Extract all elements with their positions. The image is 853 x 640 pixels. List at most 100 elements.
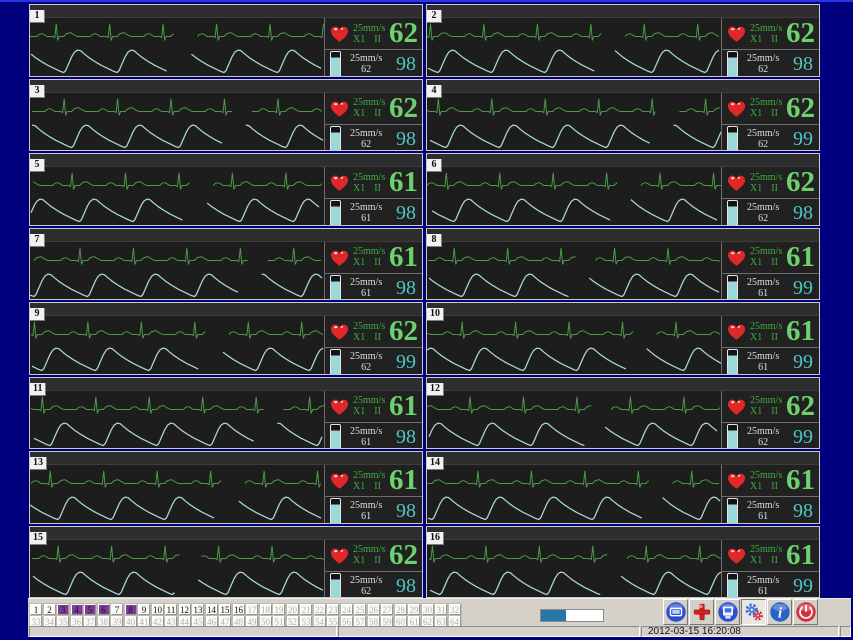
- spo2-row: 25mm/s 62 98: [325, 572, 422, 598]
- spo2-value: 98: [396, 127, 416, 150]
- bed-select-button-10[interactable]: 10: [150, 603, 165, 616]
- bed-select-button-8[interactable]: 8: [123, 603, 138, 616]
- heart-rate-value: 62: [389, 538, 418, 571]
- bed-select-button-18[interactable]: 18: [258, 603, 273, 616]
- bed-select-button-17[interactable]: 17: [245, 603, 259, 616]
- pleth-trace: [431, 198, 718, 223]
- ecg-gain-lead: X1 II: [750, 331, 778, 343]
- heart-icon: [330, 473, 349, 489]
- central-view-button[interactable]: [663, 599, 688, 625]
- patient-panel[interactable]: 8 25mm/s X1 II 61 25mm/s 61 99: [426, 227, 820, 300]
- heart-icon: [727, 548, 746, 564]
- pulse-rate-value: 61: [361, 287, 372, 299]
- bed-select-button-27[interactable]: 27: [380, 603, 394, 616]
- bed-select-button-28[interactable]: 28: [393, 603, 408, 616]
- bed-select-button-26[interactable]: 26: [366, 603, 381, 616]
- bed-select-button-9[interactable]: 9: [137, 603, 151, 616]
- pleth-bar-icon: [727, 200, 738, 225]
- spo2-value: 99: [793, 574, 813, 597]
- bed-select-button-4[interactable]: 4: [69, 603, 84, 616]
- pleth-bar-icon: [330, 51, 341, 76]
- pulse-rate-value: 62: [361, 362, 372, 373]
- bed-select-button-24[interactable]: 24: [339, 603, 354, 616]
- bed-select-button-15[interactable]: 15: [218, 603, 232, 616]
- spo2-labels: 25mm/s 62: [350, 128, 382, 150]
- pleth-bar-icon: [727, 349, 738, 374]
- waveforms: [31, 98, 324, 148]
- bed-select-row-1: 1 2 3 4 5 6 7 8 9 10 11 12 13 14 15 16 17 18 19 20 21 22 23 24 2…: [29, 600, 462, 618]
- patient-panel[interactable]: 16 25mm/s X1 II 61 25mm/s 61 99: [426, 525, 820, 598]
- patient-panel[interactable]: 9 25mm/s X1 II 62 25mm/s 62 99: [29, 302, 423, 375]
- central-view-icon: [666, 602, 686, 622]
- patient-panel[interactable]: 13 25mm/s X1 II 61 25mm/s 61 98: [29, 451, 423, 524]
- pulse-rate-value: 61: [758, 362, 769, 373]
- hr-row: 25mm/s X1 II 61: [325, 242, 422, 274]
- svg-text:i: i: [778, 606, 783, 622]
- waveforms: [30, 247, 323, 297]
- patient-panel[interactable]: 4 25mm/s X1 II 62 25mm/s 62 99: [426, 78, 820, 151]
- spo2-labels: 25mm/s 61: [747, 351, 779, 373]
- ecg-gain-lead: X1 II: [353, 257, 381, 268]
- bedside-device-button[interactable]: [715, 599, 740, 625]
- bed-select-button-2[interactable]: 2: [42, 603, 57, 616]
- patient-panel[interactable]: 10 25mm/s X1 II 61 25mm/s 61 99: [426, 302, 820, 375]
- bed-select-button-30[interactable]: 30: [420, 603, 435, 616]
- patient-grid: 1 25mm/s X1 II 62 25mm/s 62 98 2 25mm/s X1 II 62 25mm…: [29, 4, 820, 598]
- bed-select-button-12[interactable]: 12: [177, 603, 192, 616]
- heart-icon: [330, 324, 349, 340]
- bed-select-button-5[interactable]: 5: [83, 603, 97, 616]
- patient-panel[interactable]: 7 25mm/s X1 II 61 25mm/s 61 98: [29, 227, 423, 300]
- spo2-speed: 25mm/s: [747, 500, 780, 511]
- panel-body: 25mm/s X1 II 61 25mm/s 61 99: [427, 316, 819, 374]
- panel-body: 25mm/s X1 II 61 25mm/s 61 98: [427, 465, 819, 523]
- patient-panel[interactable]: 3 25mm/s X1 II 62 25mm/s 62 98: [29, 78, 423, 151]
- bed-select-button-29[interactable]: 29: [407, 603, 421, 616]
- waveform-area: [30, 92, 325, 150]
- bed-select-button-19[interactable]: 19: [272, 603, 286, 616]
- patient-panel[interactable]: 12 25mm/s X1 II 62 25mm/s 62 99: [426, 376, 820, 449]
- ecg-labels: 25mm/s X1 II: [750, 246, 782, 268]
- spo2-value: 98: [396, 202, 416, 224]
- bed-select-button-3[interactable]: 3: [56, 603, 70, 616]
- patient-panel[interactable]: 5 25mm/s X1 II 61 25mm/s 61 98: [29, 153, 423, 226]
- admit-cross-button[interactable]: [689, 599, 714, 625]
- bed-select-button-31[interactable]: 31: [434, 603, 448, 616]
- vitals-info: 25mm/s X1 II 61 25mm/s 61 98: [325, 167, 422, 225]
- patient-panel[interactable]: 14 25mm/s X1 II 61 25mm/s 61 98: [426, 451, 820, 524]
- bed-select-button-32[interactable]: 32: [447, 603, 462, 616]
- status-field-left: [29, 626, 337, 637]
- patient-panel[interactable]: 1 25mm/s X1 II 62 25mm/s 62 98: [29, 4, 423, 77]
- panel-body: 25mm/s X1 II 61 25mm/s 61 98: [30, 167, 422, 225]
- bed-select-button-22[interactable]: 22: [312, 603, 327, 616]
- bed-select-button-25[interactable]: 25: [353, 603, 367, 616]
- spo2-row: 25mm/s 61 99: [722, 274, 819, 300]
- bed-number: 10: [427, 308, 444, 321]
- information-button[interactable]: i: [767, 599, 792, 625]
- bed-select-button-1[interactable]: 1: [29, 603, 43, 616]
- bed-select-button-11[interactable]: 11: [164, 603, 178, 616]
- bed-select-button-23[interactable]: 23: [326, 603, 340, 616]
- hr-row: 25mm/s X1 II 62: [325, 18, 422, 50]
- settings-gears-button[interactable]: [741, 599, 766, 625]
- patient-panel[interactable]: 2 25mm/s X1 II 62 25mm/s 62 98: [426, 4, 820, 77]
- heart-icon: [727, 250, 746, 266]
- panel-body: 25mm/s X1 II 62 25mm/s 62 98: [30, 18, 422, 76]
- bed-select-button-20[interactable]: 20: [285, 603, 300, 616]
- patient-panel[interactable]: 15 25mm/s X1 II 62 25mm/s 62 98: [29, 525, 423, 598]
- panel-body: 25mm/s X1 II 61 25mm/s 61 98: [30, 241, 422, 300]
- panel-header: 13: [30, 452, 422, 470]
- patient-panel[interactable]: 6 25mm/s X1 II 62 25mm/s 62 98: [426, 153, 820, 226]
- bed-select-button-13[interactable]: 13: [191, 603, 205, 616]
- ecg-labels: 25mm/s X1 II: [353, 172, 385, 194]
- spo2-speed: 25mm/s: [747, 425, 780, 437]
- bed-select-button-21[interactable]: 21: [299, 603, 313, 616]
- bed-select-button-7[interactable]: 7: [110, 603, 124, 616]
- ecg-labels: 25mm/s X1 II: [353, 23, 385, 45]
- patient-panel[interactable]: 11 25mm/s X1 II 61 25mm/s 61 98: [29, 376, 423, 449]
- bed-select-button-6[interactable]: 6: [96, 603, 111, 616]
- bed-select-button-14[interactable]: 14: [204, 603, 219, 616]
- pleth-trace: [30, 496, 322, 521]
- pulse-rate-value: 62: [758, 64, 769, 75]
- bed-select-button-16[interactable]: 16: [231, 603, 246, 616]
- power-button[interactable]: [793, 599, 818, 625]
